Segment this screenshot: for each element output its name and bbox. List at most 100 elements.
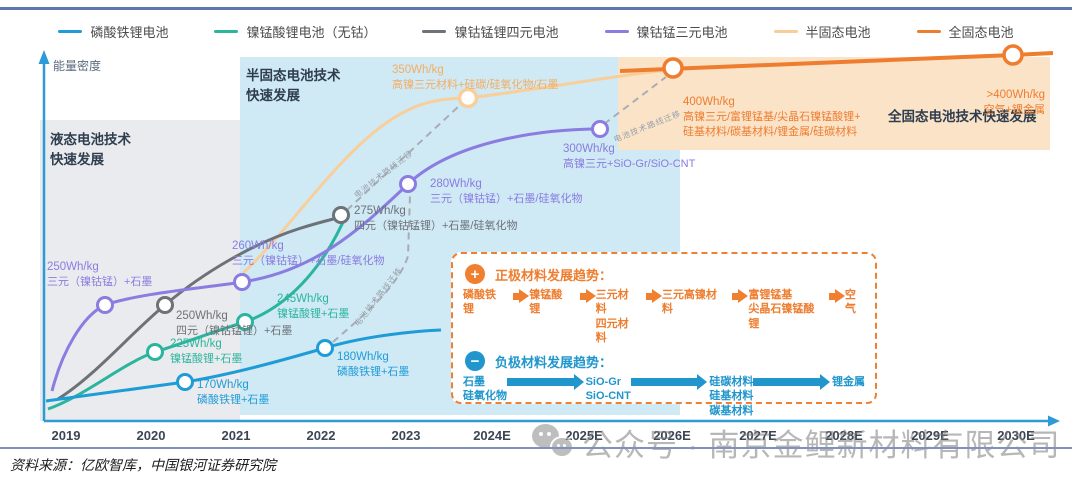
point-lfp-170 bbox=[176, 373, 194, 391]
x-tick-2028e: 2028E bbox=[825, 428, 863, 443]
legend-item-quaternary: 镍钴锰锂四元电池 bbox=[422, 22, 559, 41]
legend-line-icon bbox=[604, 30, 629, 33]
anode-trend-header: − 负极材料发展趋势： bbox=[465, 351, 865, 372]
migration-path-lfp-to-ternary bbox=[332, 195, 411, 343]
annotation-solid-400: 400Wh/kg 高镍三元/富锂锰基/尖晶石镍锰酸锂+ 硅基材料/碳基材料/锂金… bbox=[683, 94, 861, 141]
annotation-value: 245Wh/kg bbox=[277, 293, 329, 305]
arrow-right-icon bbox=[753, 374, 830, 391]
cathode-item: 三元材料 四元材料 bbox=[595, 289, 629, 344]
annotation-value: 225Wh/kg bbox=[170, 338, 222, 350]
cathode-item: 镍锰酸锂 bbox=[529, 289, 563, 316]
annotation-value: 280Wh/kg bbox=[430, 178, 482, 190]
y-axis-arrow-icon bbox=[38, 50, 50, 64]
annotation-lmo-245: 245Wh/kg 镍锰酸锂+石墨 bbox=[277, 291, 349, 322]
legend-item-lmo: 镍锰酸锂电池（无钴） bbox=[214, 22, 376, 41]
legend-line-icon bbox=[773, 30, 798, 33]
annotation-value: 180Wh/kg bbox=[337, 351, 389, 363]
arrow-right-icon bbox=[630, 374, 707, 391]
x-tick-2027e: 2027E bbox=[739, 428, 777, 443]
x-tick-2025e: 2025E bbox=[565, 428, 603, 443]
watermark: 公众号 · 南京金鲤新材料有限公司 bbox=[532, 420, 1061, 465]
annotation-value: 350Wh/kg bbox=[392, 64, 444, 76]
annotation-value: >400Wh/kg bbox=[986, 89, 1046, 101]
arrow-right-icon bbox=[645, 289, 662, 303]
bottom-divider bbox=[0, 447, 1072, 449]
solidstate-phase-region bbox=[618, 57, 1050, 150]
anode-item: 硅碳材料 硅基材料 碳基材料 bbox=[709, 376, 754, 417]
quaternary-curve bbox=[57, 215, 342, 401]
point-solid-400 bbox=[662, 57, 684, 79]
x-axis-arrow-icon bbox=[1048, 415, 1060, 427]
x-tick-2019: 2019 bbox=[51, 428, 81, 443]
annotation-ternary-250: 250Wh/kg 三元（镍钴锰）+石墨 bbox=[47, 259, 152, 290]
annotation-material: 镍锰酸锂+石墨 bbox=[170, 353, 243, 366]
liquid-phase-title: 液态电池技术 快速发展 bbox=[50, 132, 131, 167]
cathode-chain: 磷酸铁锂 镍锰酸锂 三元材料 四元材料 三元高镍材料 富锂锰基 尖晶石镍锰酸锂 … bbox=[463, 288, 865, 345]
minus-icon: − bbox=[465, 351, 485, 372]
annotation-material: 磷酸铁锂+石墨 bbox=[197, 394, 270, 407]
y-axis-label: 能量密度 bbox=[53, 59, 102, 73]
annotation-value: 275Wh/kg bbox=[354, 205, 406, 217]
legend-label: 磷酸铁锂电池 bbox=[90, 25, 169, 40]
annotation-ternary-260: 260Wh/kg 三元（镍钴锰）+石墨/硅氧化物 bbox=[232, 238, 384, 269]
annotation-quad-275: 275Wh/kg 四元（镍钴锰锂）+石墨/硅氧化物 bbox=[354, 203, 517, 234]
x-tick-2023: 2023 bbox=[391, 428, 421, 443]
arrow-right-icon bbox=[732, 289, 749, 303]
annotation-ternary-300: 300Wh/kg 高镍三元+SiO-Gr/SiO-CNT bbox=[563, 141, 695, 172]
annotation-material: 四元（镍钴锰锂）+石墨 bbox=[176, 325, 293, 338]
anode-item: 石墨 硅氧化物 bbox=[463, 376, 507, 403]
x-tick-2026e: 2026E bbox=[653, 428, 691, 443]
watermark-text: 公众号 · 南京金鲤新材料有限公司 bbox=[582, 428, 1061, 463]
point-solid-400plus bbox=[1002, 44, 1024, 66]
legend-label: 全固态电池 bbox=[948, 25, 1014, 40]
legend-line-icon bbox=[58, 30, 83, 33]
legend-label: 镍钴锰三元电池 bbox=[636, 25, 728, 40]
annotation-lfp-180: 180Wh/kg 磷酸铁锂+石墨 bbox=[337, 349, 409, 380]
annotation-material: 三元（镍钴锰）+石墨 bbox=[47, 276, 153, 289]
wechat-icon bbox=[532, 423, 576, 462]
point-ternary-280 bbox=[399, 175, 417, 193]
anode-item: 锂金属 bbox=[832, 376, 866, 389]
annotation-value: 400Wh/kg bbox=[683, 96, 735, 108]
anode-item: SiO-Gr SiO-CNT bbox=[585, 376, 631, 403]
annotation-solid-400plus: >400Wh/kg 空气+锂金属 bbox=[945, 87, 1045, 118]
annotation-material: 三元（镍钴锰）+石墨/硅氧化物 bbox=[232, 255, 385, 268]
cathode-trend-title: 正极材料发展趋势： bbox=[495, 267, 613, 283]
x-tick-2029e: 2029E bbox=[911, 428, 949, 443]
lmo-curve bbox=[47, 212, 349, 411]
annotation-material: 高镍三元/富锂锰基/尖晶石镍锰酸锂+ 硅基材料/碳基材料/锂金属/硅碳材料 bbox=[683, 111, 861, 139]
legend: 磷酸铁锂电池 镍锰酸锂电池（无钴） 镍钴锰锂四元电池 镍钴锰三元电池 半固态电池… bbox=[0, 22, 1072, 41]
annotation-value: 300Wh/kg bbox=[563, 143, 615, 155]
arrow-right-icon bbox=[579, 289, 596, 303]
arrow-right-icon bbox=[507, 374, 584, 391]
cathode-item: 富锂锰基 尖晶石镍锰酸锂 bbox=[748, 289, 815, 330]
annotation-value: 250Wh/kg bbox=[47, 261, 99, 273]
cathode-item: 空气 bbox=[844, 289, 856, 316]
x-tick-2020: 2020 bbox=[136, 428, 166, 443]
legend-line-icon bbox=[916, 30, 941, 33]
point-quad-275 bbox=[332, 206, 350, 224]
lfp-curve bbox=[45, 328, 442, 403]
annotation-value: 260Wh/kg bbox=[232, 240, 284, 252]
legend-line-icon bbox=[422, 30, 447, 33]
source-note: 资料来源：亿欧智库，中国银河证券研究院 bbox=[10, 459, 276, 474]
annotation-material: 三元（镍钴锰）+石墨/硅氧化物 bbox=[430, 193, 583, 206]
materials-trend-panel: + 正极材料发展趋势： 磷酸铁锂 镍锰酸锂 三元材料 四元材料 三元高镍材料 富… bbox=[451, 252, 877, 417]
legend-item-semisolid: 半固态电池 bbox=[773, 22, 871, 41]
legend-label: 半固态电池 bbox=[805, 25, 871, 40]
point-lfp-180 bbox=[316, 339, 334, 357]
point-quad-250 bbox=[156, 296, 174, 314]
arrow-right-icon bbox=[828, 289, 845, 303]
semisolid-phase-title: 半固态电池技术 快速发展 bbox=[246, 68, 341, 103]
legend-label: 镍钴锰锂四元电池 bbox=[454, 25, 559, 40]
annotation-material: 镍锰酸锂+石墨 bbox=[277, 308, 350, 321]
point-lmo-245 bbox=[236, 313, 254, 331]
top-divider bbox=[0, 7, 1072, 10]
cathode-item: 磷酸铁锂 bbox=[463, 289, 496, 316]
migration-path-ternary-to-solid bbox=[603, 76, 667, 125]
point-ternary-300 bbox=[591, 120, 609, 138]
annotation-material: 高镍三元材料+硅碳/硅氧化物/石墨 bbox=[392, 79, 559, 92]
arrow-right-icon bbox=[513, 289, 530, 303]
